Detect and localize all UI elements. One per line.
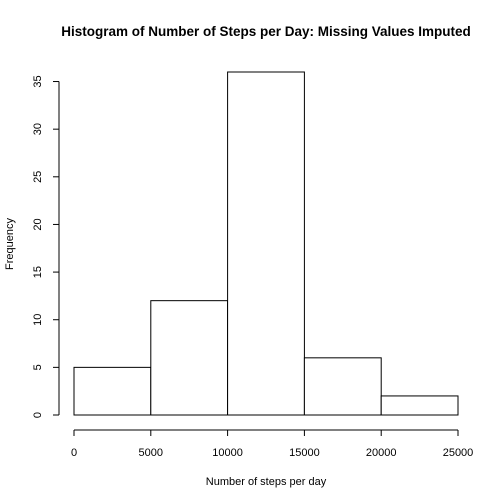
- x-axis: 0 5000 10000 15000 20000 25000: [71, 429, 474, 459]
- x-tick-label-2: 10000: [212, 447, 243, 459]
- y-tick-label-2: 10: [32, 314, 44, 326]
- chart-title: Histogram of Number of Steps per Day: Mi…: [61, 24, 471, 39]
- x-axis-label: Number of steps per day: [206, 476, 327, 488]
- y-tick-label-3: 15: [32, 266, 44, 278]
- x-tick-label-1: 5000: [139, 447, 163, 459]
- x-tick-label-3: 15000: [289, 447, 320, 459]
- y-tick-label-6: 30: [32, 123, 44, 135]
- histogram-bar-0: [73, 366, 152, 416]
- y-axis: 0 5 10 15 20 25 30 35: [32, 75, 60, 418]
- y-tick-label-1: 5: [32, 364, 44, 370]
- y-tick-label-5: 25: [32, 171, 44, 183]
- x-tick-label-5: 25000: [443, 447, 474, 459]
- histogram-bar-2: [227, 71, 305, 416]
- y-axis-label: Frequency: [4, 218, 16, 270]
- histogram-bar-4: [380, 395, 459, 416]
- y-tick-label-7: 35: [32, 75, 44, 87]
- x-tick-label-4: 20000: [366, 447, 397, 459]
- y-tick-label-0: 0: [32, 412, 44, 418]
- x-tick-label-0: 0: [71, 447, 77, 459]
- bars-group: [73, 71, 459, 416]
- histogram-bar-1: [150, 300, 229, 416]
- histogram-bar-3: [303, 357, 382, 416]
- y-tick-label-4: 20: [32, 218, 44, 230]
